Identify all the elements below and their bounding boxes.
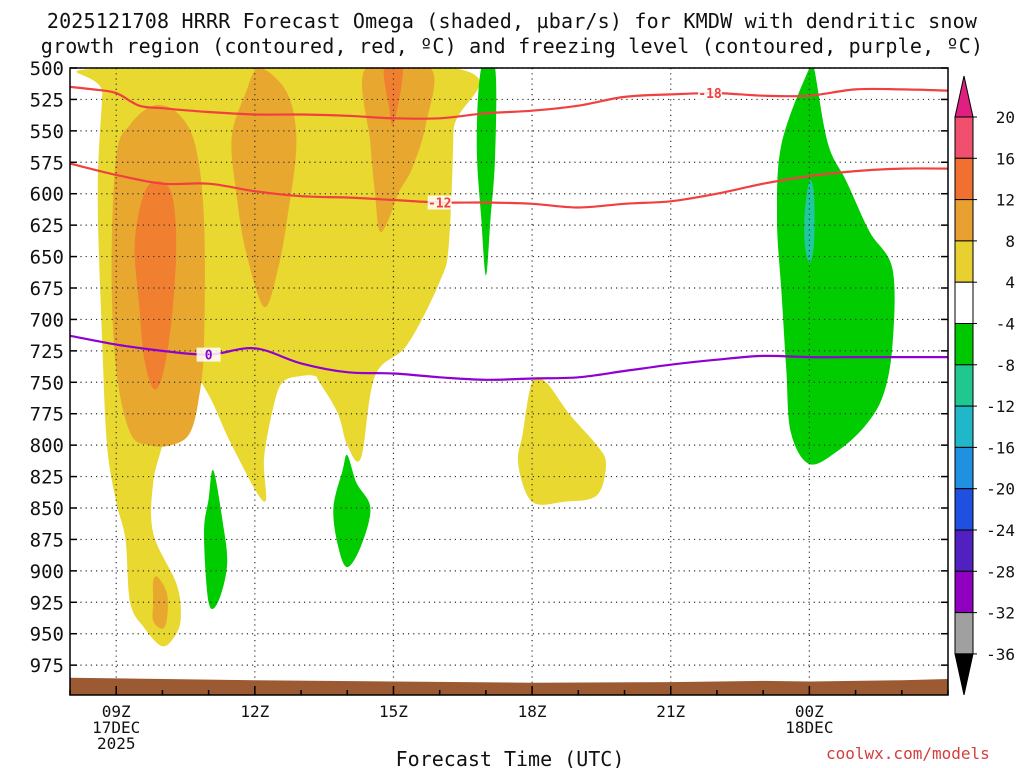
colorbar-label: -8 <box>996 356 1015 375</box>
y-tick-label: 875 <box>30 529 64 551</box>
omega-region-omega-neg4-a <box>476 68 497 276</box>
y-tick-label: 900 <box>30 561 64 583</box>
x-tick-label: 12Z <box>240 702 269 721</box>
contour-dgz-minus12 <box>70 162 948 209</box>
colorbar-swatch <box>954 612 974 655</box>
x-tick-label: 17DEC <box>92 718 140 737</box>
y-tick-label: 925 <box>30 592 64 614</box>
contour-label-bg <box>196 347 221 362</box>
y-tick-label: 575 <box>30 152 64 174</box>
y-tick-label: 625 <box>30 215 64 237</box>
omega-region-omega-8to12-c <box>362 68 435 233</box>
contour-dgz-minus18 <box>70 85 948 120</box>
colorbar-swatch <box>954 323 974 366</box>
colorbar-label: -32 <box>986 604 1015 623</box>
omega-region-omega-12to16-b <box>383 68 403 126</box>
colorbar-label: -20 <box>986 480 1015 499</box>
colorbar-label: 12 <box>996 191 1015 210</box>
y-tick-label: 700 <box>30 309 64 331</box>
y-tick-label: 725 <box>30 341 64 363</box>
x-tick-label: 18DEC <box>785 718 833 737</box>
y-tick-label: 825 <box>30 467 64 489</box>
colorbar-label: -36 <box>986 645 1015 664</box>
y-tick-label: 550 <box>30 121 64 143</box>
colorbar-label: 8 <box>1005 232 1015 251</box>
terrain-surface <box>70 677 948 695</box>
omega-region-omega-neg4-c <box>333 454 371 568</box>
colorbar-label: 20 <box>996 108 1015 127</box>
colorbar-label: 4 <box>1005 273 1015 292</box>
colorbar-swatch <box>954 281 974 325</box>
x-tick-label: 09Z <box>102 702 131 721</box>
colorbar-swatch <box>954 199 974 242</box>
y-tick-label: 950 <box>30 624 64 646</box>
colorbar-swatch <box>954 240 974 283</box>
y-tick-label: 650 <box>30 247 64 269</box>
contour-label-bg <box>427 195 452 210</box>
omega-region-omega-8to12-b <box>231 68 297 308</box>
colorbar-swatch <box>954 405 974 448</box>
colorbar-swatch <box>954 529 974 572</box>
x-tick-label: 18Z <box>518 702 547 721</box>
y-tick-label: 500 <box>30 58 64 80</box>
x-axis-label: Forecast Time (UTC) <box>396 747 625 768</box>
y-tick-label: 975 <box>30 655 64 677</box>
omega-region-omega-8to12-d <box>152 576 168 629</box>
y-tick-label: 750 <box>30 372 64 394</box>
y-tick-label: 775 <box>30 404 64 426</box>
colorbar-label: -16 <box>986 438 1015 457</box>
x-tick-label: 21Z <box>656 702 685 721</box>
colorbar-swatch <box>954 488 974 531</box>
chart-title-line-1: 2025121708 HRRR Forecast Omega (shaded, … <box>46 9 978 33</box>
omega-region-omega-12to16-a <box>134 181 177 390</box>
contour-label-dgz-minus12: -12 <box>428 197 451 212</box>
contour-label-freezing-level: 0 <box>205 349 213 364</box>
x-tick-label: 00Z <box>795 702 824 721</box>
contour-label-dgz-minus18: -18 <box>698 87 722 102</box>
y-tick-label: 525 <box>30 89 64 111</box>
contour-label-bg <box>698 86 723 101</box>
colorbar-top-arrow <box>954 75 974 118</box>
credit-link[interactable]: coolwx.com/models <box>826 744 990 763</box>
colorbar-label: 16 <box>996 149 1015 168</box>
y-tick-label: 850 <box>30 498 64 520</box>
x-tick-label: 15Z <box>379 702 408 721</box>
colorbar-swatch <box>954 570 974 614</box>
y-tick-label: 675 <box>30 278 64 300</box>
omega-region-omega-4to8-lower <box>517 377 606 505</box>
colorbar-swatch <box>954 157 974 201</box>
colorbar-bottom-arrow <box>954 653 974 696</box>
omega-region-omega-neg8 <box>804 180 815 263</box>
colorbar-label: -28 <box>986 562 1015 581</box>
colorbar-label: -12 <box>986 397 1015 416</box>
colorbar-label: -24 <box>986 521 1015 540</box>
colorbar-label: -4 <box>996 315 1015 334</box>
y-tick-label: 600 <box>30 184 64 206</box>
colorbar-swatch <box>954 116 974 159</box>
chart-title-line-2: growth region (contoured, red, ºC) and f… <box>40 34 984 58</box>
omega-region-omega-neg4-d <box>776 68 895 465</box>
colorbar-swatch <box>954 446 974 490</box>
y-tick-label: 800 <box>30 435 64 457</box>
plot-frame <box>69 67 949 696</box>
x-tick-label: 2025 <box>97 734 136 753</box>
colorbar-swatch <box>954 364 974 407</box>
